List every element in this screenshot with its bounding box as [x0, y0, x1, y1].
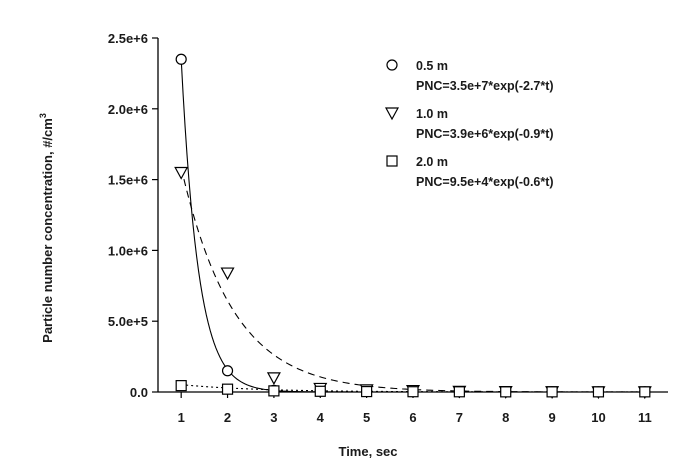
legend-marker [386, 155, 398, 167]
data-point [221, 365, 234, 377]
legend-label: 1.0 m [416, 107, 448, 121]
fit-curve-1-0-m [180, 167, 645, 393]
data-point [266, 372, 281, 386]
legend-label: 2.0 m [416, 155, 448, 169]
legend-equation: PNC=3.9e+6*exp(-0.9*t) [416, 127, 554, 141]
data-point [175, 53, 187, 65]
y-tick-label: 2.0e+6 [108, 102, 148, 117]
legend-equation: PNC=9.5e+4*exp(-0.6*t) [416, 175, 554, 189]
data-points [174, 53, 652, 400]
data-point [268, 385, 280, 397]
x-tick-label: 7 [456, 410, 463, 425]
axes: 0.0 5.0e+5 1.0e+6 1.5e+6 2.0e+6 2.5e+6 1 2 3 4 5 6 7… [108, 31, 668, 425]
data-point [314, 385, 326, 397]
x-tick-label: 6 [409, 410, 416, 425]
y-tick-label: 5.0e+5 [108, 314, 148, 329]
x-tick-label: 3 [270, 410, 277, 425]
legend-marker [384, 107, 400, 121]
data-point [639, 386, 651, 398]
legend: 0.5 m PNC=3.5e+7*exp(-2.7*t) 1.0 m PNC=3.9e… [384, 59, 554, 189]
y-axis-title: Particle number concentration, #/cm3 [38, 113, 55, 343]
data-point [361, 385, 373, 398]
legend-equation: PNC=3.5e+7*exp(-2.7*t) [416, 79, 554, 93]
y-axis-title-main: Particle number concentration, #/cm [40, 118, 55, 343]
fit-curves [180, 58, 645, 393]
data-point [174, 166, 189, 180]
x-tick-label: 1 [178, 410, 185, 425]
data-point [592, 386, 605, 398]
y-tick-label: 0.0 [130, 385, 148, 400]
data-point [500, 386, 512, 398]
legend-label: 0.5 m [416, 59, 448, 73]
x-axis-title: Time, sec [338, 444, 397, 459]
data-point [175, 380, 187, 392]
x-tick-label: 9 [548, 410, 555, 425]
x-tick-label: 2 [224, 410, 231, 425]
x-tick-label: 8 [502, 410, 509, 425]
y-tick-label: 1.5e+6 [108, 173, 148, 188]
x-tick-label: 11 [638, 410, 652, 425]
y-tick-label: 2.5e+6 [108, 31, 148, 46]
data-point [220, 267, 235, 281]
data-point [453, 386, 465, 398]
x-tick-label: 10 [591, 410, 605, 425]
y-axis-title-superscript: 3 [38, 113, 48, 118]
fit-curve-0-5-m [180, 58, 645, 393]
legend-marker [386, 59, 398, 71]
x-tick-label: 5 [363, 410, 370, 425]
x-tick-label: 4 [317, 410, 325, 425]
data-point [407, 386, 419, 398]
data-point [546, 386, 558, 398]
data-point [221, 383, 234, 395]
y-tick-label: 1.0e+6 [108, 243, 148, 258]
